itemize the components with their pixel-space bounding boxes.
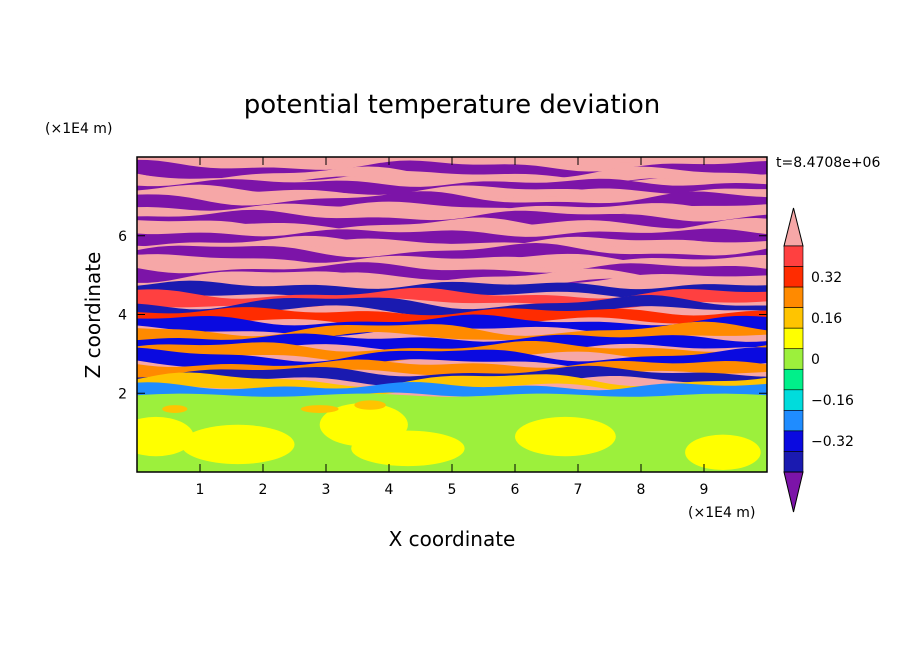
colorbar-segment [783, 389, 804, 411]
y-tick-label: 6 [118, 229, 127, 245]
field-band [137, 280, 767, 300]
field-band [137, 243, 767, 268]
field-band [137, 235, 767, 257]
x-tick-label: 9 [700, 482, 709, 498]
colorbar-tick-label: −0.32 [811, 434, 854, 450]
contour-field [137, 157, 767, 472]
chart-title: potential temperature deviation [244, 90, 660, 120]
x-unit-label: (×1E4 m) [688, 505, 755, 521]
colorbar-segment [783, 451, 804, 473]
colorbar-extend-min [783, 471, 804, 513]
x-tick-label: 2 [259, 482, 268, 498]
x-tick-label: 4 [385, 482, 394, 498]
y-axis-ticks: 2 4 6 [118, 229, 767, 402]
colorbar-segment [783, 430, 804, 452]
colorbar-segment [783, 348, 804, 370]
colorbar-segment [783, 286, 804, 308]
field-lower-layer [137, 393, 767, 472]
colorbar-tick-label: 0 [811, 352, 820, 368]
field-band [137, 166, 767, 191]
field-patch [354, 400, 386, 410]
field-patch [351, 430, 465, 467]
colorbar-segment [783, 266, 804, 288]
field-band [137, 381, 767, 401]
colorbar-tick-label: −0.16 [811, 393, 854, 409]
x-tick-label: 7 [574, 482, 583, 498]
colorbar-segment [783, 245, 804, 267]
field-band [137, 268, 767, 293]
x-tick-label: 3 [322, 482, 331, 498]
y-tick-label: 4 [118, 308, 127, 324]
x-tick-label: 5 [448, 482, 457, 498]
x-axis-ticks: 1 2 3 4 5 6 7 8 9 [196, 157, 709, 498]
x-tick-label: 8 [637, 482, 646, 498]
colorbar-segment [783, 327, 804, 350]
x-tick-label: 6 [511, 482, 520, 498]
x-tick-label: 1 [196, 482, 205, 498]
field-band [137, 333, 767, 352]
field-patch [300, 405, 339, 413]
colorbar-tick-label: 0.16 [811, 311, 842, 327]
field-patch [181, 424, 295, 465]
colorbar: 0.32 0.16 0 −0.16 −0.32 [783, 207, 854, 513]
y-tick-label: 2 [118, 386, 127, 402]
field-band [137, 294, 767, 320]
field-patch [685, 434, 761, 471]
y-unit-label: (×1E4 m) [45, 121, 112, 137]
colorbar-tick-label: 0.32 [811, 270, 842, 286]
field-patch [515, 416, 616, 457]
x-axis-label: X coordinate [389, 527, 516, 551]
colorbar-extend-max [783, 207, 804, 247]
colorbar-segment [783, 307, 804, 329]
field-band [137, 203, 767, 221]
colorbar-segment [783, 410, 804, 432]
field-patch [137, 416, 194, 457]
y-axis-label: Z coordinate [81, 252, 105, 379]
colorbar-segment [783, 368, 804, 391]
field-patch [162, 405, 188, 413]
time-label: t=8.4708e+06 [776, 155, 880, 171]
